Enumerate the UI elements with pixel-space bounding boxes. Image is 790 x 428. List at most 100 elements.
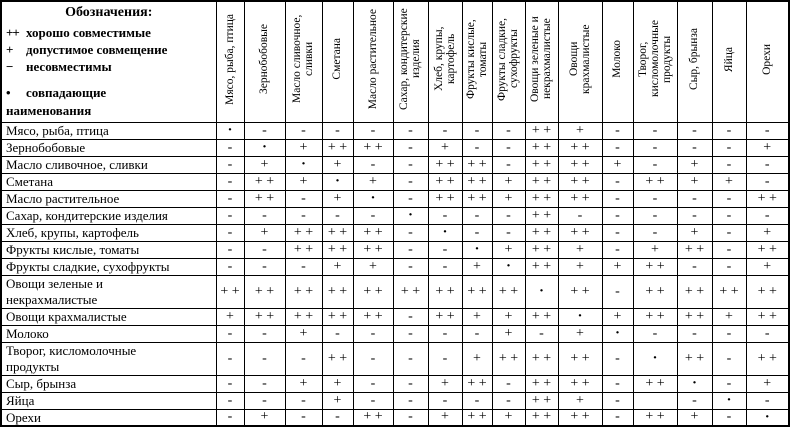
matrix-cell: + + xyxy=(524,189,559,208)
matrix-cell: - xyxy=(491,374,526,393)
matrix-cell: + + xyxy=(745,274,790,309)
matrix-cell: + xyxy=(215,307,245,326)
matrix-cell: - xyxy=(745,155,790,174)
matrix-cell: - xyxy=(491,155,526,174)
matrix-cell: - xyxy=(427,206,463,225)
matrix-cell: - xyxy=(352,155,394,174)
matrix-cell: + + xyxy=(745,307,790,326)
matrix-cell: + xyxy=(321,155,354,174)
matrix-cell: + xyxy=(676,155,713,174)
matrix-cell: + + xyxy=(243,274,286,309)
matrix-cell: + xyxy=(557,324,603,343)
column-header: Масло растительное xyxy=(352,0,394,123)
matrix-cell: + + xyxy=(427,307,463,326)
column-header-label: Фрукты кислые, томаты xyxy=(464,19,489,100)
matrix-cell: · xyxy=(284,155,323,174)
column-header-label: Сметана xyxy=(331,38,344,81)
matrix-cell: - xyxy=(491,223,526,242)
matrix-cell: + xyxy=(557,257,603,276)
matrix-cell: + xyxy=(427,374,463,393)
matrix-cell: - xyxy=(745,172,790,191)
header-row: Обозначения: ++ хорошо совместимые + допуст… xyxy=(0,0,790,123)
matrix-cell: - xyxy=(632,121,678,140)
matrix-cell: + + xyxy=(557,374,603,393)
row-label: Яйца xyxy=(0,391,217,410)
matrix-cell: - xyxy=(215,155,245,174)
matrix-cell: - xyxy=(711,189,747,208)
matrix-cell: - xyxy=(711,138,747,157)
matrix-cell: + xyxy=(745,138,790,157)
matrix-cell: - xyxy=(427,240,463,259)
matrix-cell: + + xyxy=(632,274,678,309)
matrix-cell: + xyxy=(427,138,463,157)
matrix-cell: · xyxy=(676,374,713,393)
matrix-cell: - xyxy=(601,274,634,309)
matrix-cell: - xyxy=(215,341,245,376)
matrix-cell: + xyxy=(321,257,354,276)
matrix-cell: - xyxy=(557,206,603,225)
matrix-cell: - xyxy=(745,324,790,343)
column-header-label: Молоко xyxy=(611,40,624,79)
matrix-cell: + + xyxy=(321,307,354,326)
matrix-cell: + + xyxy=(352,307,394,326)
row-label: Творог, кисломолочные продукты xyxy=(0,341,217,376)
matrix-cell: - xyxy=(215,374,245,393)
matrix-cell: - xyxy=(243,240,286,259)
matrix-cell: + xyxy=(352,172,394,191)
table-row: Масло растительное - + + - + · - + + + + + + + + + -… xyxy=(0,189,790,208)
matrix-cell: - xyxy=(284,206,323,225)
matrix-cell: + + xyxy=(461,172,493,191)
matrix-cell: + xyxy=(352,257,394,276)
matrix-cell: - xyxy=(676,189,713,208)
matrix-cell: + + xyxy=(427,155,463,174)
matrix-cell: + + xyxy=(427,172,463,191)
matrix-cell: - xyxy=(352,341,394,376)
matrix-cell: - xyxy=(676,121,713,140)
matrix-cell: - xyxy=(427,391,463,410)
matrix-cell: - xyxy=(491,121,526,140)
matrix-cell: + + xyxy=(243,307,286,326)
matrix-cell: + xyxy=(491,240,526,259)
matrix-cell: + xyxy=(284,172,323,191)
matrix-cell: - xyxy=(392,324,429,343)
matrix-cell: - xyxy=(632,138,678,157)
matrix-cell: + xyxy=(557,240,603,259)
column-header-label: Сыр, брынза xyxy=(688,28,701,91)
matrix-cell: · xyxy=(427,223,463,242)
matrix-cell: + xyxy=(321,391,354,410)
matrix-cell: - xyxy=(711,374,747,393)
row-label: Зернобобовые xyxy=(0,138,217,157)
legend-label: несовместимы xyxy=(26,59,112,75)
table-row: Молоко - - + - - - - - + - + · - - - - xyxy=(0,324,790,343)
matrix-cell: - xyxy=(711,257,747,276)
matrix-cell: + xyxy=(745,257,790,276)
row-label: Фрукты кислые, томаты xyxy=(0,240,217,259)
legend-symbol: − xyxy=(6,59,13,75)
column-header: Хлеб, крупы, картофель xyxy=(427,0,463,123)
matrix-cell: + + xyxy=(243,189,286,208)
column-header-label: Масло растительное xyxy=(366,9,379,110)
matrix-cell: - xyxy=(632,206,678,225)
matrix-cell: + + xyxy=(676,240,713,259)
matrix-cell: + + xyxy=(524,341,559,376)
column-header-label: Овощи зеленые и некрахмалистые xyxy=(529,16,554,103)
matrix-cell: + + xyxy=(632,172,678,191)
matrix-cell: - xyxy=(215,223,245,242)
matrix-cell: + + xyxy=(284,274,323,309)
matrix-cell: + xyxy=(243,155,286,174)
table-row: Фрукты кислые, томаты - - + + + + + + - - · + + + +… xyxy=(0,240,790,259)
matrix-cell: · xyxy=(491,257,526,276)
matrix-cell: - xyxy=(215,391,245,410)
matrix-cell: - xyxy=(491,391,526,410)
matrix-cell: + xyxy=(557,121,603,140)
column-header: Мясо, рыба, птица xyxy=(215,0,245,123)
legend: Обозначения: ++ хорошо совместимые + допуст… xyxy=(0,0,217,123)
table-row: Сметана - + + + · + - + + + + + + + + + - + + + + - xyxy=(0,172,790,191)
matrix-cell: + + xyxy=(284,240,323,259)
matrix-cell: + xyxy=(321,189,354,208)
matrix-cell: - xyxy=(392,138,429,157)
matrix-cell: + + xyxy=(745,341,790,376)
matrix-cell: + xyxy=(461,257,493,276)
column-header-label: Творог, кисломолочные продукты xyxy=(636,20,674,98)
matrix-cell: + + xyxy=(524,374,559,393)
